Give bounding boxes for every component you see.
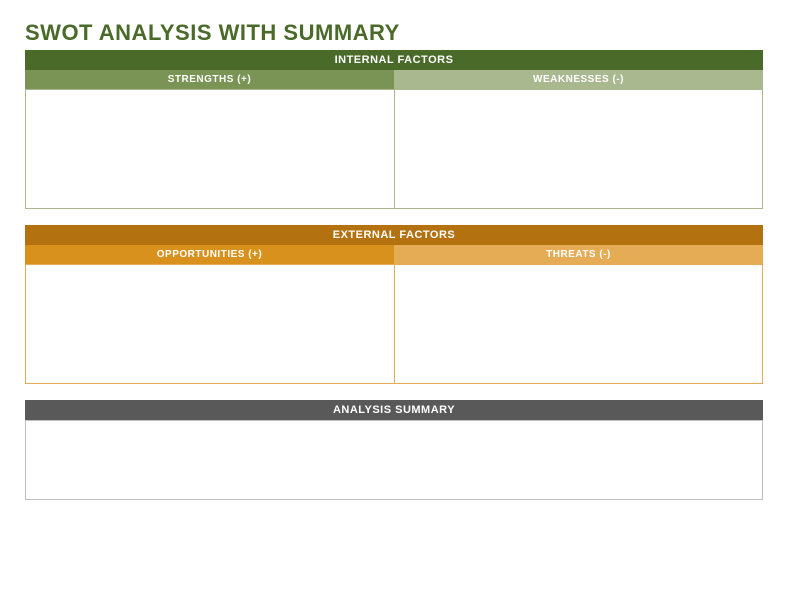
summary-section: ANALYSIS SUMMARY: [25, 400, 763, 500]
threats-body[interactable]: [394, 264, 764, 384]
weaknesses-header: WEAKNESSES (-): [394, 70, 763, 89]
internal-body-row: [25, 89, 763, 209]
summary-body[interactable]: [25, 420, 763, 500]
opportunities-header: OPPORTUNITIES (+): [25, 245, 394, 264]
threats-header: THREATS (-): [394, 245, 763, 264]
internal-header: INTERNAL FACTORS: [25, 50, 763, 70]
weaknesses-body[interactable]: [394, 89, 764, 209]
strengths-header: STRENGTHS (+): [25, 70, 394, 89]
page-title: SWOT ANALYSIS WITH SUMMARY: [25, 20, 763, 46]
strengths-body[interactable]: [25, 89, 394, 209]
external-col-headers: OPPORTUNITIES (+) THREATS (-): [25, 245, 763, 264]
external-section: EXTERNAL FACTORS OPPORTUNITIES (+) THREA…: [25, 225, 763, 384]
external-body-row: [25, 264, 763, 384]
external-header: EXTERNAL FACTORS: [25, 225, 763, 245]
opportunities-body[interactable]: [25, 264, 394, 384]
internal-col-headers: STRENGTHS (+) WEAKNESSES (-): [25, 70, 763, 89]
internal-section: INTERNAL FACTORS STRENGTHS (+) WEAKNESSE…: [25, 50, 763, 209]
summary-header: ANALYSIS SUMMARY: [25, 400, 763, 420]
